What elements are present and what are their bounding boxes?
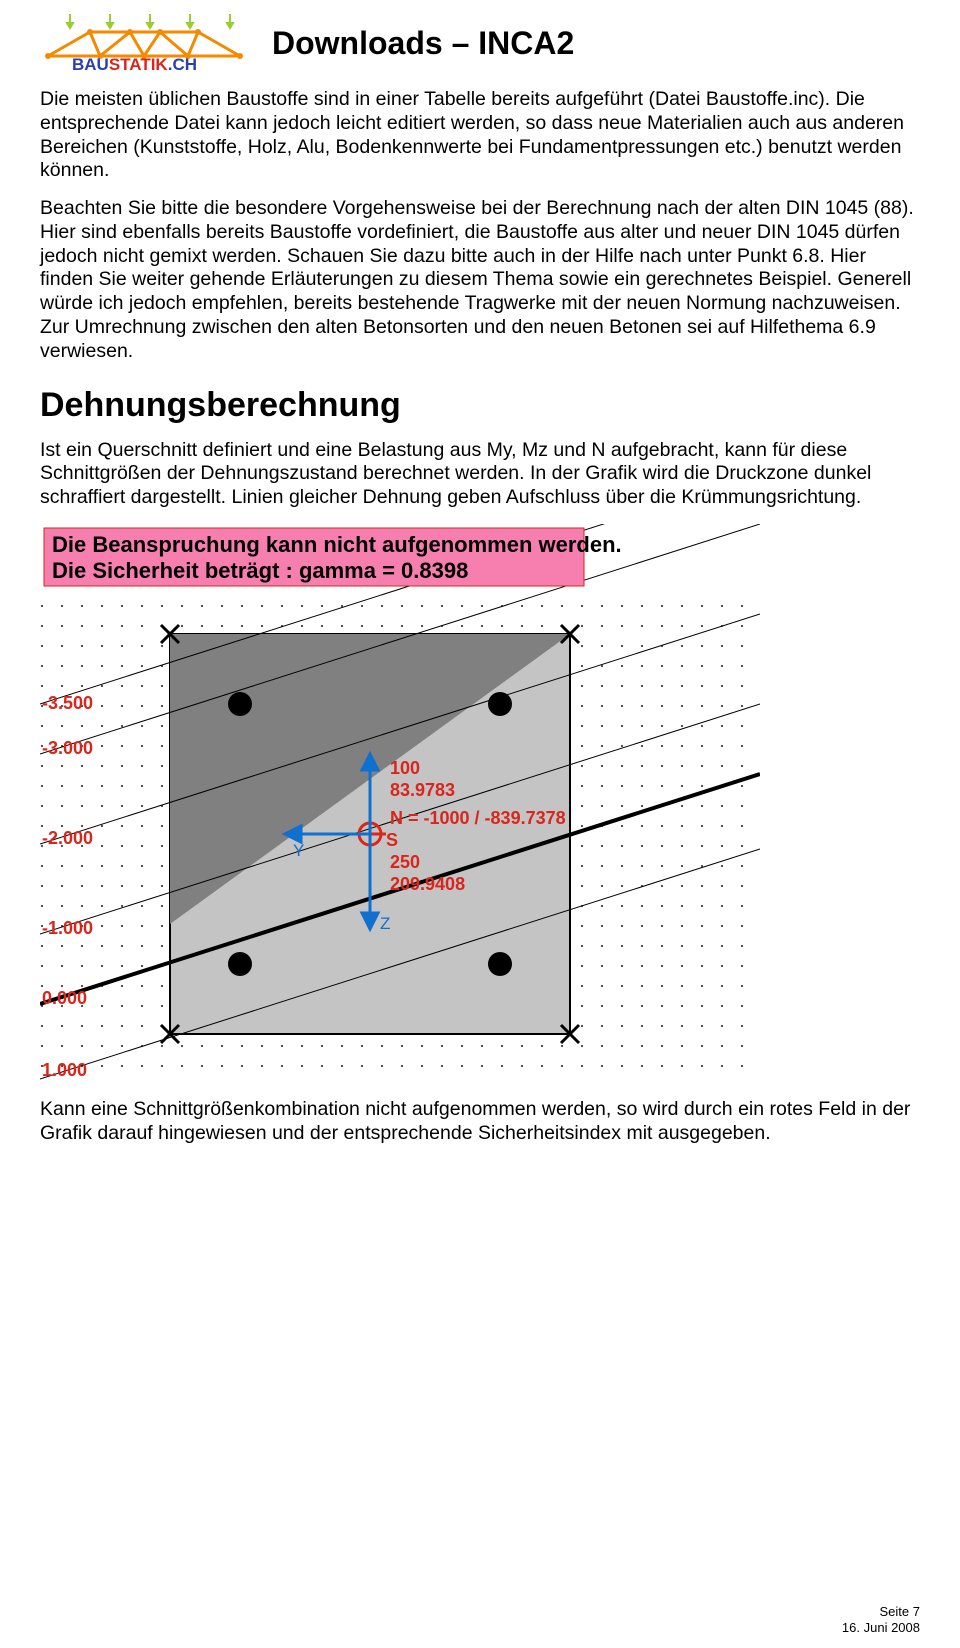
section-heading: Dehnungsberechnung xyxy=(40,386,920,425)
logo: BAUSTATIK.CH xyxy=(40,12,250,74)
svg-text:-1.000: -1.000 xyxy=(42,918,93,938)
logo-text-ch: .CH xyxy=(168,55,197,74)
warning-line1: Die Beanspruchung kann nicht aufgenommen… xyxy=(52,532,622,557)
svg-text:209.9408: 209.9408 xyxy=(390,874,465,894)
logo-text-statik: STATIK xyxy=(109,55,169,74)
footer-page: Seite 7 xyxy=(842,1604,920,1620)
strain-diagram: -3.500 -3.000 -2.000 -1.000 0.000 1.000 xyxy=(40,524,920,1084)
svg-text:Y: Y xyxy=(293,841,304,860)
paragraph-2: Beachten Sie bitte die besondere Vorgehe… xyxy=(40,197,920,363)
warning-line2: Die Sicherheit beträgt : gamma = 0.8398 xyxy=(52,558,468,583)
document-page: BAUSTATIK.CH Downloads – INCA2 Die meist… xyxy=(0,0,960,1648)
footer-date: 16. Juni 2008 xyxy=(842,1620,920,1636)
paragraph-4: Kann eine Schnittgrößenkombination nicht… xyxy=(40,1098,920,1146)
paragraph-1: Die meisten üblichen Baustoffe sind in e… xyxy=(40,88,920,183)
svg-text:-3.000: -3.000 xyxy=(42,738,93,758)
svg-text:S: S xyxy=(386,830,398,850)
document-title: Downloads – INCA2 xyxy=(272,25,574,62)
svg-text:83.9783: 83.9783 xyxy=(390,780,455,800)
svg-text:-3.500: -3.500 xyxy=(42,693,93,713)
svg-text:BAUSTATIK.CH: BAUSTATIK.CH xyxy=(72,55,197,74)
svg-text:N = -1000 / -839.7378: N = -1000 / -839.7378 xyxy=(390,808,566,828)
svg-text:100: 100 xyxy=(390,758,420,778)
svg-text:Z: Z xyxy=(380,914,390,933)
page-footer: Seite 7 16. Juni 2008 xyxy=(842,1604,920,1637)
svg-text:-2.000: -2.000 xyxy=(42,828,93,848)
svg-text:0.000: 0.000 xyxy=(42,988,87,1008)
svg-text:1.000: 1.000 xyxy=(42,1060,87,1080)
logo-text-bau: BAU xyxy=(72,55,109,74)
svg-text:250: 250 xyxy=(390,852,420,872)
page-header: BAUSTATIK.CH Downloads – INCA2 xyxy=(40,12,920,74)
paragraph-3: Ist ein Querschnitt definiert und eine B… xyxy=(40,439,920,510)
